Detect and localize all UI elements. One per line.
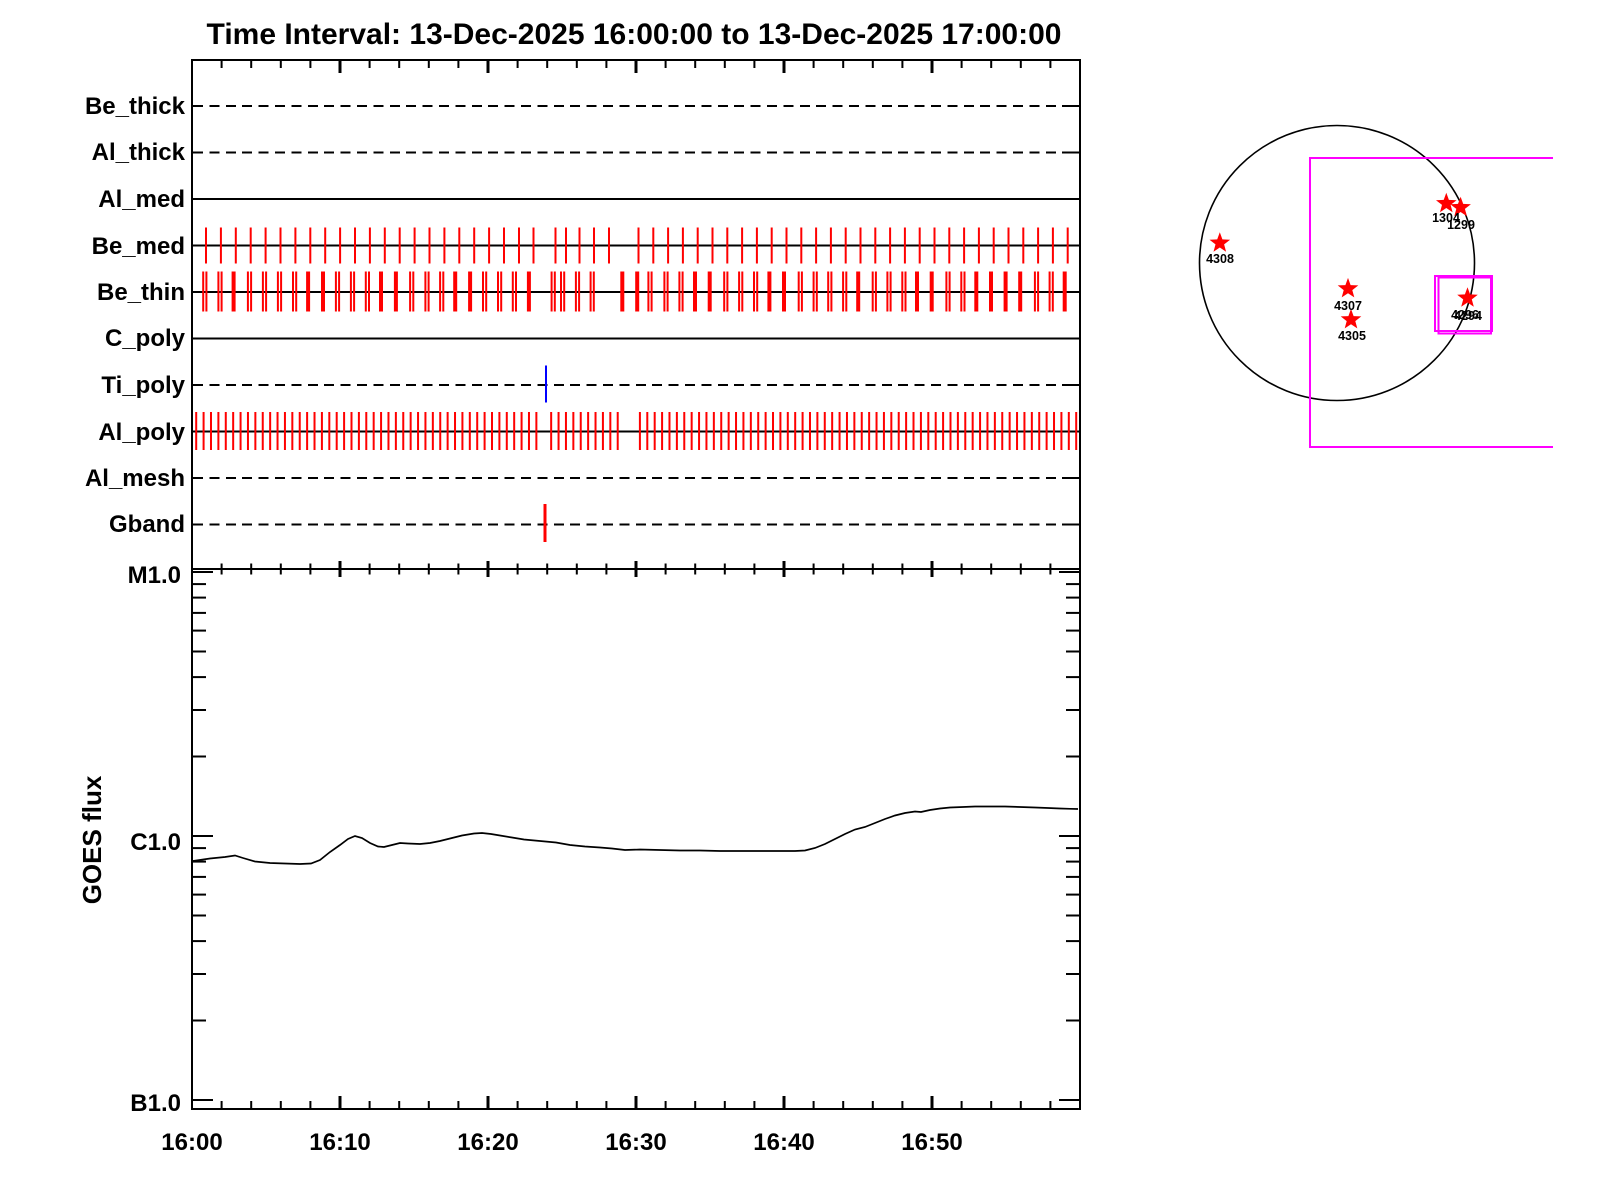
svg-text:Al_poly: Al_poly	[98, 419, 185, 446]
svg-text:C1.0: C1.0	[130, 829, 181, 856]
svg-text:Gband: Gband	[109, 511, 185, 538]
svg-text:Al_med: Al_med	[98, 186, 185, 213]
svg-text:Time Interval: 13-Dec-2025 16:: Time Interval: 13-Dec-2025 16:00:00 to 1…	[207, 18, 1062, 51]
svg-text:16:10: 16:10	[309, 1129, 370, 1156]
svg-text:4308: 4308	[1206, 252, 1234, 266]
svg-text:C_poly: C_poly	[105, 325, 186, 352]
svg-text:16:00: 16:00	[161, 1129, 222, 1156]
svg-text:Be_thick: Be_thick	[85, 93, 186, 120]
svg-text:16:20: 16:20	[457, 1129, 518, 1156]
svg-text:Ti_poly: Ti_poly	[101, 372, 185, 399]
svg-text:16:30: 16:30	[605, 1129, 666, 1156]
svg-text:4305: 4305	[1338, 329, 1366, 343]
svg-text:Al_thick: Al_thick	[92, 139, 186, 166]
svg-text:Al_mesh: Al_mesh	[85, 465, 185, 492]
svg-text:4307: 4307	[1334, 299, 1362, 313]
svg-text:4296: 4296	[1451, 308, 1479, 322]
svg-text:16:50: 16:50	[901, 1129, 962, 1156]
svg-text:16:40: 16:40	[753, 1129, 814, 1156]
svg-text:1304: 1304	[1432, 211, 1460, 225]
svg-text:B1.0: B1.0	[130, 1090, 181, 1117]
svg-text:Be_med: Be_med	[92, 233, 185, 260]
svg-text:4294: 4294	[1454, 309, 1482, 323]
svg-text:Be_thin: Be_thin	[97, 279, 185, 306]
svg-text:GOES flux: GOES flux	[77, 775, 107, 904]
svg-text:M1.0: M1.0	[128, 562, 181, 589]
svg-text:1299: 1299	[1447, 218, 1475, 232]
